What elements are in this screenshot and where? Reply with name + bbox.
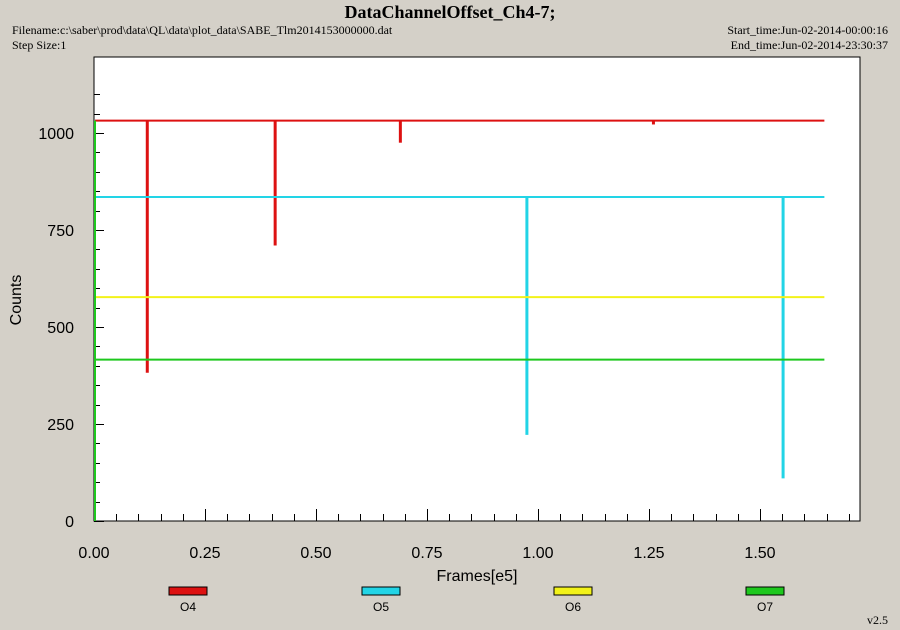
legend-swatch-o6 xyxy=(553,586,593,596)
y-tick-label: 500 xyxy=(47,320,74,337)
legend-label-o5: O5 xyxy=(373,600,389,614)
legend-swatch-o7 xyxy=(745,586,785,596)
y-axis-label: Counts xyxy=(8,275,25,326)
x-tick-label: 0.75 xyxy=(411,545,442,562)
legend-label-o6: O6 xyxy=(565,600,581,614)
chart-title: DataChannelOffset_Ch4-7; xyxy=(344,2,556,22)
x-tick-label: 0.50 xyxy=(300,545,331,562)
x-tick-label: 1.25 xyxy=(633,545,664,562)
x-tick-label: 1.50 xyxy=(744,545,775,562)
plot-area xyxy=(93,56,861,522)
legend-label-o7: O7 xyxy=(757,600,773,614)
step-size-label: Step Size:1 xyxy=(12,38,67,52)
x-tick-label: 0.00 xyxy=(78,545,109,562)
version-label: v2.5 xyxy=(867,613,888,627)
x-tick-label: 1.00 xyxy=(522,545,553,562)
filename-label: Filename:c:\saber\prod\data\QL\data\plot… xyxy=(12,23,393,37)
legend-label-o4: O4 xyxy=(180,600,196,614)
end-time-label: End_time:Jun-02-2014-23:30:37 xyxy=(730,38,888,52)
x-tick-label: 0.25 xyxy=(189,545,220,562)
start-time-label: Start_time:Jun-02-2014-00:00:16 xyxy=(727,23,888,37)
x-axis-label: Frames[e5] xyxy=(437,568,518,585)
y-tick-label: 0 xyxy=(65,514,74,531)
y-tick-label: 1000 xyxy=(38,126,74,143)
legend-swatch-o5 xyxy=(361,586,401,596)
y-tick-label: 750 xyxy=(47,223,74,240)
y-tick-label: 250 xyxy=(47,417,74,434)
legend-swatch-o4 xyxy=(168,586,208,596)
